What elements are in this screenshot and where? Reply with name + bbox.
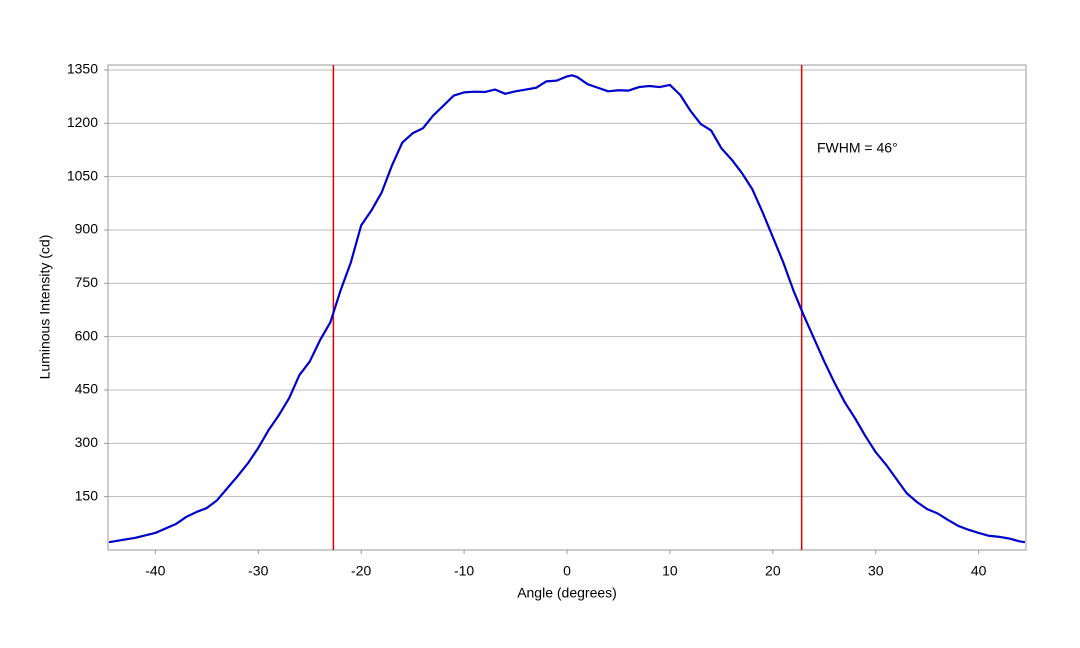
x-tick-label: 40 [971, 563, 987, 579]
data-line [108, 74, 1026, 544]
x-tick-label: -30 [248, 563, 268, 579]
x-tick-label: -40 [145, 563, 165, 579]
x-tick-label: 20 [765, 563, 781, 579]
y-tick-label: 150 [75, 487, 99, 503]
x-tick-label: -20 [351, 563, 371, 579]
y-tick-label: 450 [75, 381, 99, 397]
y-tick-label: 900 [75, 221, 99, 237]
y-tick-label: 1350 [67, 61, 98, 77]
y-tick-label: 750 [75, 274, 99, 290]
y-axis-label: Luminous Intensity (cd) [37, 235, 53, 380]
x-tick-label: -10 [454, 563, 474, 579]
x-tick-label: 10 [662, 563, 678, 579]
annotation: FWHM = 46° [817, 140, 898, 156]
y-tick-label: 1200 [67, 114, 98, 130]
y-tick-label: 1050 [67, 167, 98, 183]
y-tick-label: 300 [75, 434, 99, 450]
plot-area [107, 64, 1027, 551]
x-tick-label: 0 [563, 563, 571, 579]
y-tick-label: 600 [75, 327, 99, 343]
x-axis-label: Angle (degrees) [517, 585, 617, 601]
x-tick-label: 30 [868, 563, 884, 579]
